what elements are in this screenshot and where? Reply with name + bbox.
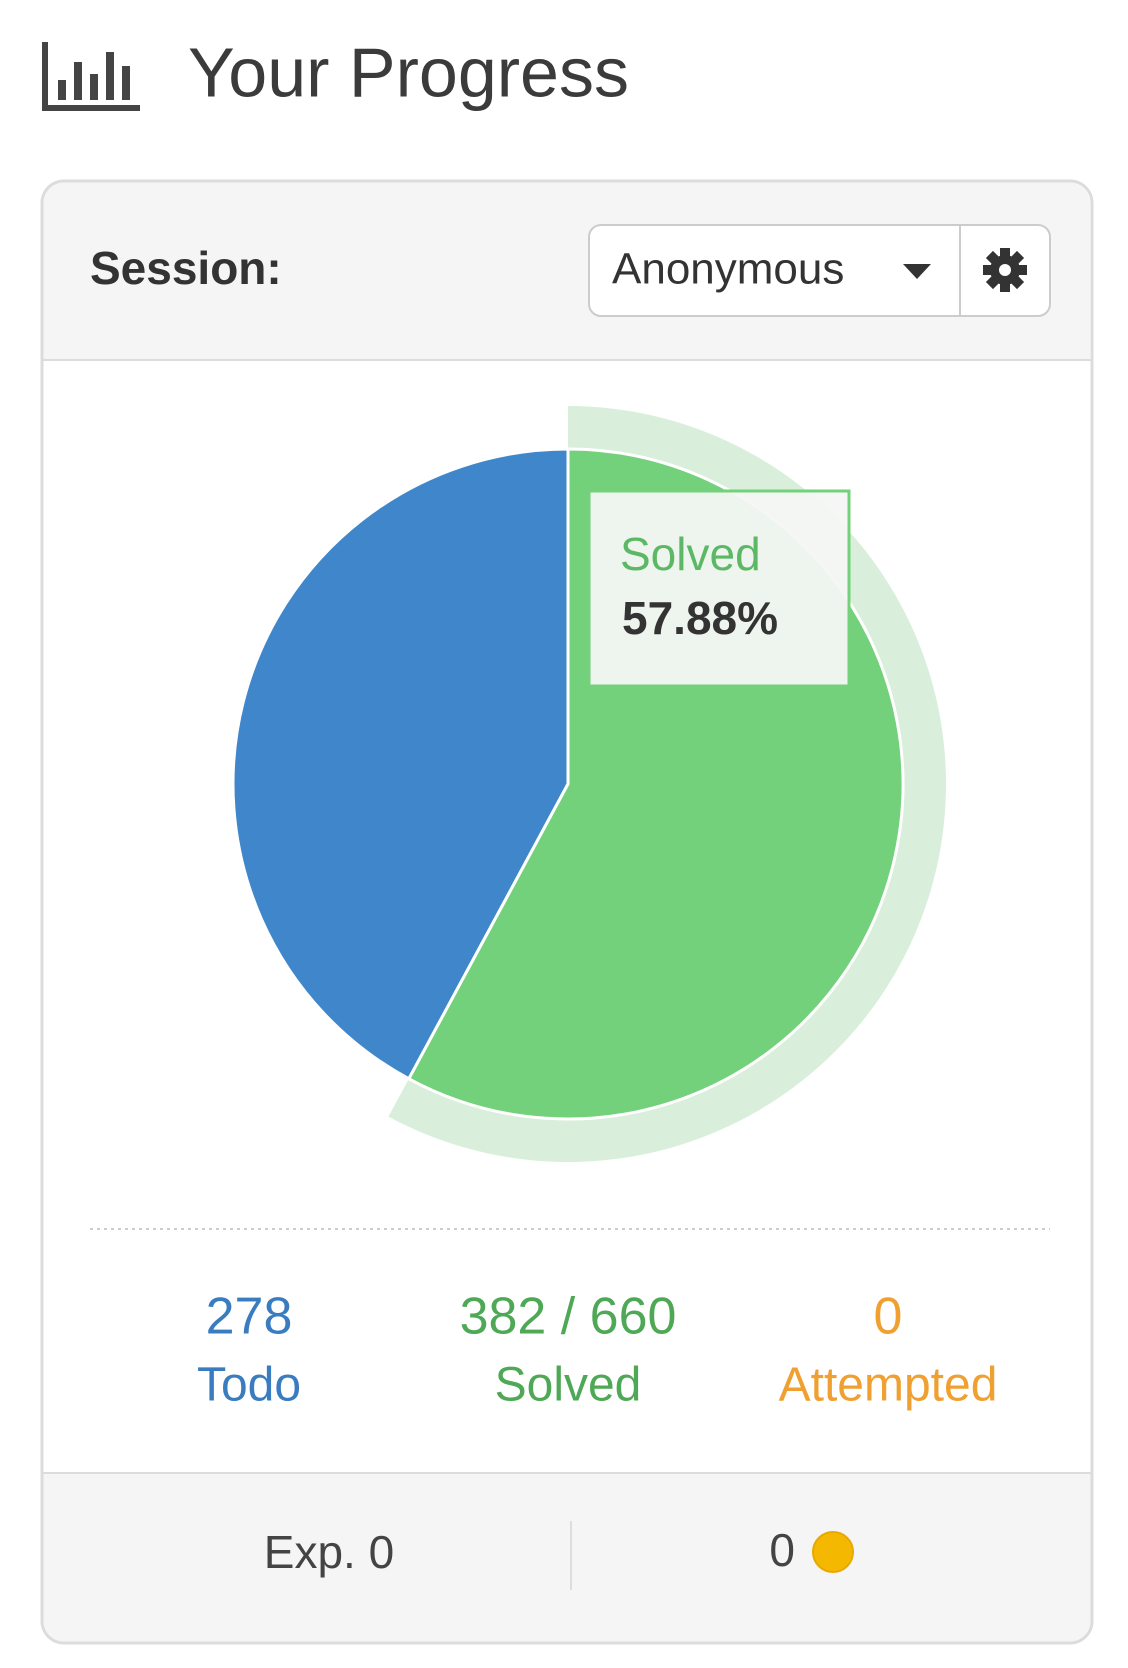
pie-slice (231, 447, 570, 1081)
experience: Exp. 0 (264, 1526, 394, 1578)
stats: 278 Todo 382 / 660 Solved 0 Attempted (197, 1288, 997, 1412)
title-icon (42, 42, 140, 111)
card-footer (43, 1473, 1091, 1642)
settings-button[interactable] (983, 248, 1027, 292)
session-label: Session: (90, 242, 282, 294)
tooltip-box (587, 489, 851, 688)
stat-value: 0 (874, 1288, 903, 1346)
session-dropdown[interactable] (588, 224, 1051, 317)
tooltip: Solved 57.88% (587, 489, 851, 688)
stat-value: 382 / 660 (460, 1288, 677, 1346)
tooltip-value: 57.88% (622, 592, 778, 644)
page-title: Your Progress (188, 33, 629, 111)
coin-icon (812, 1531, 854, 1573)
stat-value: 278 (206, 1288, 293, 1346)
session-user[interactable]: Anonymous (612, 245, 844, 294)
stat-label: Todo (197, 1359, 301, 1412)
dropdown-caret (903, 264, 931, 279)
tooltip-name: Solved (620, 528, 761, 580)
stat-label: Attempted (779, 1359, 998, 1412)
stat-label: Solved (495, 1359, 642, 1412)
coins: 0 (769, 1524, 795, 1576)
